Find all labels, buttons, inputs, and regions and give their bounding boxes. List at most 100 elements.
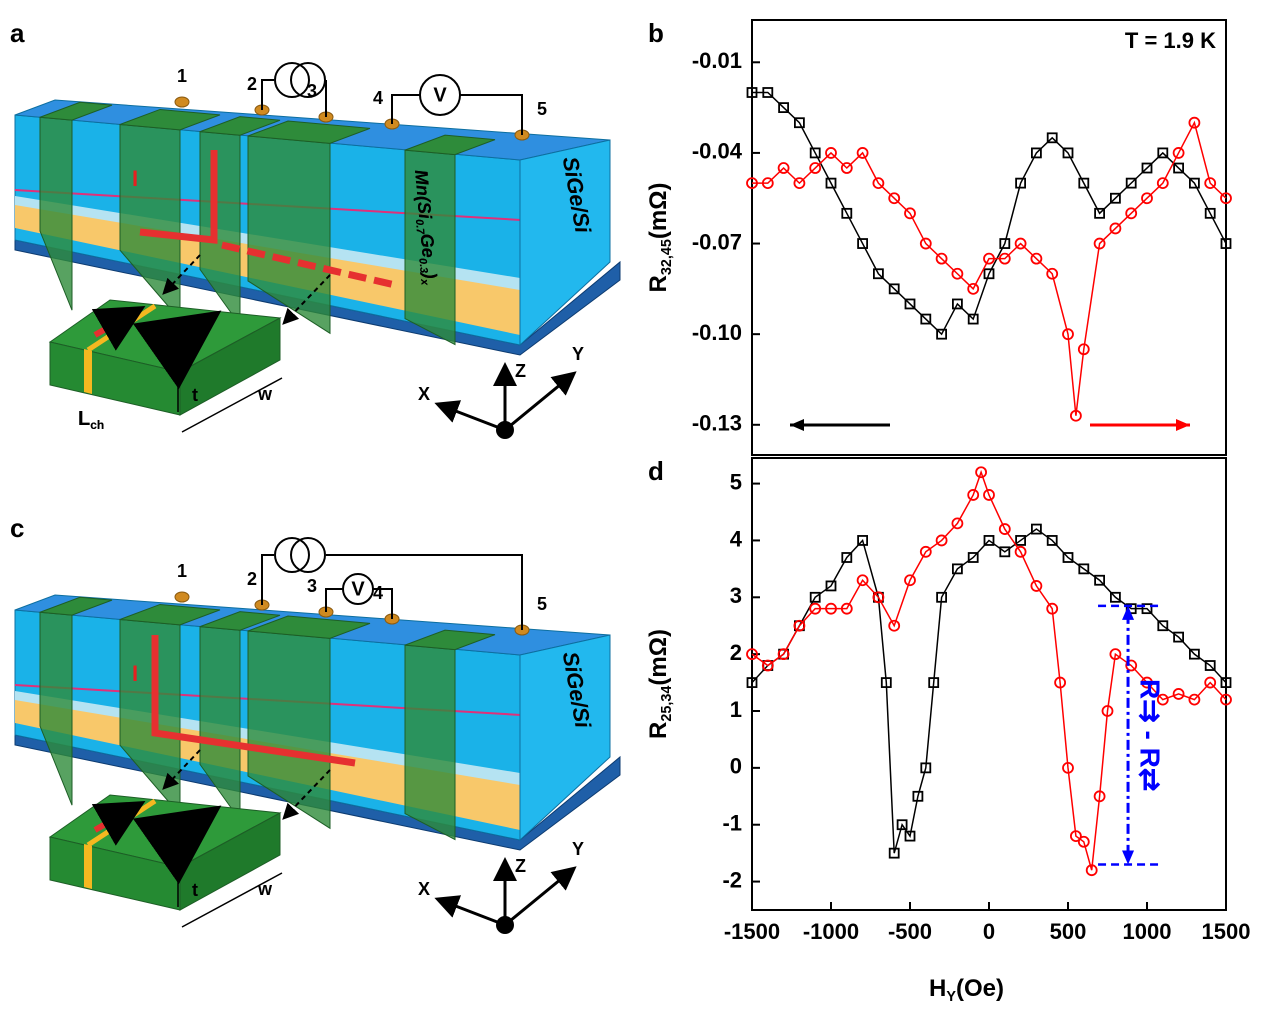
axis-arrow	[434, 400, 506, 432]
panel-label: a	[10, 18, 25, 48]
axis-name: Z	[515, 856, 526, 876]
moment	[91, 306, 146, 351]
terminal-label: 2	[247, 74, 257, 94]
layer-label: Mn(Si0.7Ge0.3)x	[409, 169, 442, 287]
thickness-label: t	[192, 385, 198, 405]
marker	[920, 762, 932, 774]
marker	[1110, 192, 1121, 204]
marker	[793, 177, 806, 190]
marker	[936, 328, 947, 340]
difference-head	[1122, 850, 1135, 865]
marker	[825, 580, 837, 592]
contact-top	[119, 603, 221, 626]
marker	[1188, 116, 1201, 129]
marker	[761, 177, 774, 190]
marker	[1015, 177, 1026, 189]
contact	[39, 611, 73, 806]
layer-label-part: Mn(Si	[411, 169, 435, 221]
x-tick-label: -1500	[724, 919, 780, 944]
axis-name: Y	[572, 839, 584, 859]
marker	[1062, 147, 1074, 159]
voltmeter	[342, 573, 374, 605]
marker	[746, 87, 758, 98]
contact-top	[39, 596, 113, 616]
marker	[873, 268, 884, 280]
difference-label: R⇉ - R⇄	[1135, 679, 1166, 791]
source	[290, 537, 326, 573]
marker	[1173, 162, 1184, 174]
terminal-label: 1	[177, 66, 187, 86]
current-dash	[221, 241, 396, 289]
marker	[1085, 864, 1098, 877]
x-axis-label-part: (Oe)	[956, 975, 1004, 1002]
wire	[261, 554, 523, 630]
y-axis-label-part: 25,34	[659, 686, 675, 722]
marker	[919, 237, 932, 250]
marker	[999, 546, 1011, 558]
x-axis-label-part: H	[929, 975, 946, 1002]
contact-top	[199, 116, 281, 136]
inset-channel	[84, 349, 92, 394]
guide	[282, 769, 331, 820]
contact	[39, 116, 73, 311]
contact	[199, 626, 241, 822]
marker	[840, 162, 853, 174]
layer-label-part: 0.7	[413, 219, 426, 236]
voltmeter	[419, 74, 461, 116]
y-tick-label: -1	[722, 811, 742, 836]
axis-name: X	[418, 879, 430, 899]
marker	[1046, 602, 1059, 615]
marker	[1070, 409, 1082, 422]
inset-side	[179, 317, 281, 416]
axis-arrow	[434, 895, 506, 927]
annotation: T = 1.9 K	[1125, 28, 1216, 53]
marker	[1093, 237, 1106, 250]
axis-arrow	[504, 866, 577, 927]
contact	[404, 644, 456, 841]
y-tick-label: -0.13	[692, 411, 742, 436]
marker	[794, 117, 805, 129]
marker	[809, 602, 822, 615]
marker	[761, 659, 774, 672]
marker	[1046, 132, 1058, 144]
marker	[857, 238, 868, 249]
marker	[1220, 677, 1232, 688]
right-face	[519, 139, 611, 347]
y-axis-label-part: (mΩ)	[645, 183, 672, 240]
y-tick-label: 4	[730, 526, 743, 551]
marker	[1109, 648, 1122, 661]
y-tick-label: -0.10	[692, 320, 742, 345]
current-label: I	[132, 166, 138, 191]
wire	[261, 79, 327, 117]
marker	[936, 591, 947, 603]
axis-name: Z	[515, 361, 526, 381]
marker	[998, 523, 1011, 535]
contact-top	[199, 611, 281, 631]
contact	[247, 630, 331, 830]
moment	[91, 801, 146, 846]
y-tick-label: 2	[730, 640, 742, 665]
marker	[967, 489, 980, 501]
marker	[1062, 761, 1074, 774]
marker	[999, 238, 1011, 249]
contact	[199, 131, 241, 327]
marker	[1030, 252, 1043, 265]
terminal-label: 4	[373, 583, 383, 603]
voltmeter-label: V	[351, 578, 365, 600]
difference-head	[1122, 605, 1135, 620]
contact	[247, 135, 331, 335]
marker	[1156, 693, 1169, 706]
terminal-label: 1	[177, 561, 187, 581]
channel-label-part: ch	[90, 418, 104, 432]
marker	[746, 677, 758, 688]
contact	[119, 618, 181, 817]
marker	[1078, 177, 1090, 189]
marker	[967, 313, 979, 325]
marker	[840, 602, 853, 615]
current-path	[151, 635, 356, 767]
marker	[1172, 147, 1185, 159]
x-tick-label: 1500	[1202, 919, 1251, 944]
marker	[872, 177, 885, 190]
dim	[181, 377, 283, 433]
